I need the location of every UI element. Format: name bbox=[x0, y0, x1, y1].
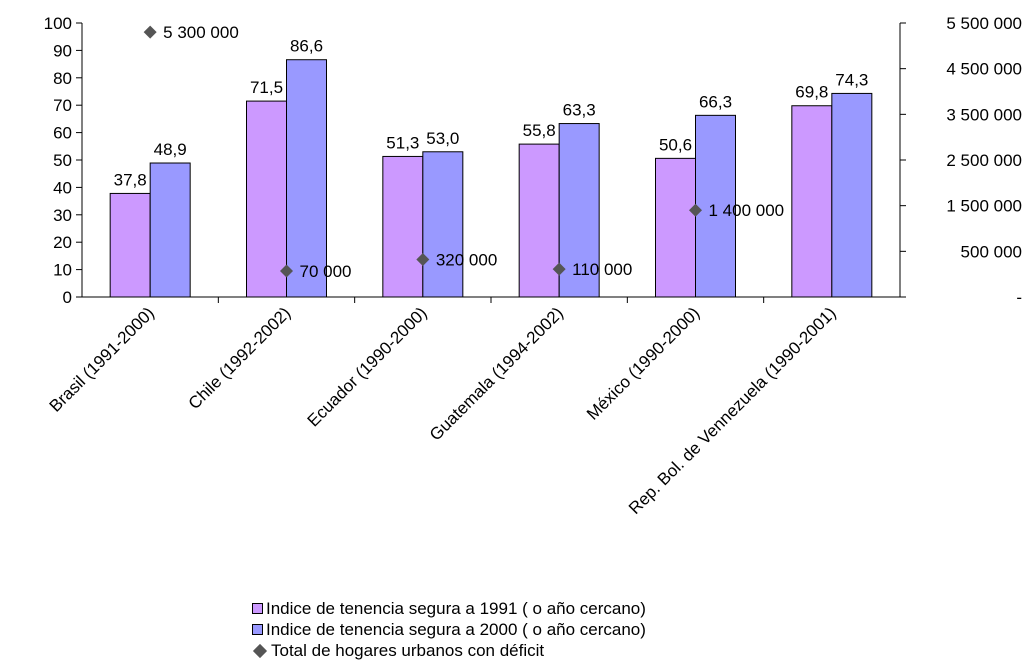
y-tick-label: 10 bbox=[53, 261, 72, 280]
y2-tick-label: 1 500 000 bbox=[946, 197, 1022, 216]
bar-2000-label: 63,3 bbox=[563, 101, 596, 120]
legend-diamond-icon bbox=[252, 643, 268, 658]
y2-tick-label: 2 500 000 bbox=[946, 151, 1022, 170]
legend-swatch-1991 bbox=[252, 603, 263, 614]
x-tick-label: México (1990-2000) bbox=[583, 303, 703, 423]
bar-2000-label: 66,3 bbox=[699, 92, 732, 111]
y2-tick-label: 3 500 000 bbox=[946, 105, 1022, 124]
legend-item-1991: Indice de tenencia segura a 1991 ( o año… bbox=[252, 598, 646, 619]
bar-2000 bbox=[422, 151, 464, 298]
legend-item-deficit: Total de hogares urbanos con déficit bbox=[252, 640, 646, 661]
deficit-label: 70 000 bbox=[300, 262, 352, 281]
bar-2000-label: 86,6 bbox=[290, 37, 323, 56]
deficit-marker bbox=[280, 264, 293, 278]
y-tick-label: 100 bbox=[44, 14, 72, 33]
deficit-label: 110 000 bbox=[572, 260, 632, 279]
legend-label-1991: Indice de tenencia segura a 1991 ( o año… bbox=[266, 599, 646, 618]
x-tick-label: Ecuador (1990-2000) bbox=[304, 303, 431, 430]
bar-2000-label: 74,3 bbox=[835, 70, 868, 89]
bar-1991 bbox=[109, 192, 151, 298]
legend-label-deficit: Total de hogares urbanos con déficit bbox=[271, 641, 545, 660]
x-tick-label: Chile (1992-2002) bbox=[185, 303, 295, 413]
y-tick-label: 50 bbox=[53, 151, 72, 170]
bar-1991-label: 69,8 bbox=[795, 83, 828, 102]
deficit-label: 5 300 000 bbox=[163, 23, 239, 42]
y-tick-label: 40 bbox=[53, 178, 72, 197]
bar-1991 bbox=[246, 100, 287, 298]
bar-1991 bbox=[382, 155, 424, 298]
legend: Indice de tenencia segura a 1991 ( o año… bbox=[252, 598, 646, 661]
x-tick-label: Guatemala (1994-2002) bbox=[426, 303, 567, 444]
y-tick-label: 30 bbox=[53, 206, 72, 225]
bar-1991-label: 55,8 bbox=[523, 121, 556, 140]
deficit-label: 320 000 bbox=[436, 251, 497, 270]
bar-1991-label: 51,3 bbox=[386, 133, 419, 152]
x-tick-label: Brasil (1991-2000) bbox=[46, 303, 158, 415]
deficit-label: 1 400 000 bbox=[709, 201, 785, 220]
y-tick-label: 0 bbox=[63, 288, 72, 307]
bar-2000 bbox=[286, 59, 327, 298]
bar-1991 bbox=[518, 143, 560, 298]
deficit-marker bbox=[689, 203, 702, 217]
legend-swatch-2000 bbox=[252, 624, 263, 635]
y2-tick-label: 4 500 000 bbox=[946, 60, 1022, 79]
y2-tick-label: 500 000 bbox=[961, 242, 1022, 261]
bar-2000 bbox=[149, 162, 191, 298]
bar-2000-label: 53,0 bbox=[426, 129, 459, 148]
y-tick-label: 70 bbox=[53, 96, 72, 115]
bar-1991-label: 71,5 bbox=[250, 78, 283, 97]
deficit-marker bbox=[552, 262, 566, 276]
deficit-marker bbox=[143, 25, 157, 39]
bar-2000 bbox=[558, 123, 600, 298]
legend-item-2000: Indice de tenencia segura a 2000 ( o año… bbox=[252, 619, 646, 640]
bar-2000-label: 48,9 bbox=[154, 140, 187, 159]
y-tick-label: 80 bbox=[53, 69, 72, 88]
y-tick-label: 90 bbox=[53, 41, 72, 60]
y-tick-label: 60 bbox=[53, 124, 72, 143]
y-tick-label: 20 bbox=[53, 233, 72, 252]
y2-tick-label: - bbox=[1016, 288, 1022, 307]
legend-label-2000: Indice de tenencia segura a 2000 ( o año… bbox=[266, 620, 646, 639]
y2-tick-label: 5 500 000 bbox=[946, 14, 1022, 33]
bar-2000 bbox=[831, 92, 873, 298]
bar-1991 bbox=[655, 157, 696, 298]
deficit-marker bbox=[416, 253, 430, 267]
bar-1991-label: 50,6 bbox=[659, 135, 692, 154]
bar-1991-label: 37,8 bbox=[114, 170, 147, 189]
bar-1991 bbox=[791, 105, 833, 298]
